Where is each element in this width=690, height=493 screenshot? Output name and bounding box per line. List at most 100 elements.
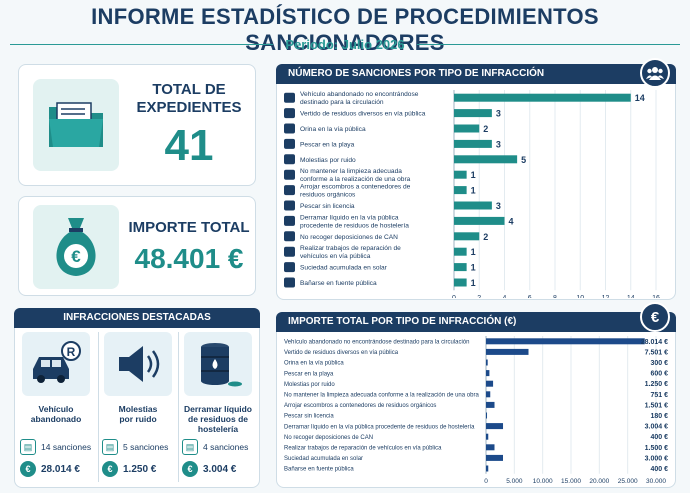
category-icon [284, 169, 295, 180]
category-label: Arrojar escombros a contenedores de resi… [284, 403, 436, 409]
folder-icon [33, 79, 119, 171]
data-label: 3.000 € [645, 455, 668, 462]
featured-amount-text: 28.014 € [41, 463, 80, 475]
data-label: 3 [496, 139, 501, 149]
data-label: 1.500 € [645, 445, 668, 452]
data-label: 1 [471, 263, 476, 273]
speaker-icon [104, 332, 172, 396]
bar [454, 170, 467, 179]
x-tick-label: 2 [477, 295, 481, 298]
x-tick-label: 6 [528, 295, 532, 298]
bar [486, 359, 488, 366]
category-label: Pescar sin licencia [284, 414, 334, 420]
category-label: Realizar trabajos de reparación de vehíc… [284, 446, 442, 452]
category-label: Vehículo abandonado no encontrándose des… [284, 340, 469, 346]
data-label: 400 € [650, 434, 668, 441]
data-label: 14 [635, 93, 645, 103]
category-icon [284, 262, 295, 273]
category-label: No recoger deposiciones de CAN [300, 234, 398, 241]
featured-name-line1: Vehículo [38, 404, 74, 414]
bar [454, 278, 467, 287]
category-icon [284, 246, 295, 257]
data-label: 400 € [650, 466, 668, 473]
category-label: Pescar en la playa [300, 141, 355, 148]
featured-count: ▤ 14 sanciones [20, 438, 96, 456]
category-label: Molestias por ruido [300, 157, 356, 164]
data-label: 1 [471, 247, 476, 257]
category-icon [284, 200, 295, 211]
featured-count: ▤ 4 sanciones [182, 438, 258, 456]
x-tick-label: 12 [602, 295, 610, 298]
data-label: 1 [471, 186, 476, 196]
data-label: 600 € [650, 371, 668, 378]
x-tick-label: 8 [553, 295, 557, 298]
svg-text:€: € [71, 247, 81, 266]
bar [454, 93, 631, 102]
bar [486, 338, 645, 345]
category-icon [284, 277, 295, 288]
data-label: 2 [483, 124, 488, 134]
x-tick-label: 16 [652, 295, 660, 298]
bar [486, 348, 529, 355]
data-label: 3 [496, 201, 501, 211]
category-icon [284, 231, 295, 242]
x-tick-label: 0 [484, 478, 488, 485]
x-tick-label: 25.000 [618, 478, 638, 485]
x-tick-label: 10 [576, 295, 584, 298]
category-label: Derramar líquido en la vía pública proce… [284, 424, 475, 430]
category-label: procedente de residuos de hostelería [300, 222, 409, 229]
money-bag-icon: € [33, 205, 119, 289]
calendar-icon: ▤ [102, 439, 118, 455]
data-label: 4 [509, 216, 514, 226]
x-tick-label: 4 [503, 295, 507, 298]
data-label: 1.250 € [645, 381, 668, 388]
euro-badge-icon: € [640, 302, 670, 332]
data-label: 751 € [650, 392, 668, 399]
data-label: 3 [496, 109, 501, 119]
x-tick-label: 30.000 [646, 478, 666, 485]
featured-item-ruido: Molestias por ruido ▤ 5 sanciones €1.250 … [100, 328, 176, 484]
featured-item-vehiculo: R Vehículo abandonado ▤ 14 sanciones €28.… [18, 328, 94, 484]
bar [454, 124, 480, 133]
divider [10, 43, 274, 45]
amount-label: IMPORTE TOTAL [128, 219, 250, 236]
bar [486, 380, 494, 387]
category-label: Vertido de residuos diversos en vía públ… [284, 350, 399, 356]
amount-value: 48.401 € [134, 243, 244, 274]
category-label: residuos orgánicos [300, 192, 356, 199]
category-icon [284, 154, 295, 165]
euro-icon: € [182, 461, 198, 477]
calendar-icon: ▤ [182, 439, 198, 455]
data-label: 1.501 € [645, 402, 668, 409]
category-icon [284, 185, 295, 196]
category-icon [284, 215, 295, 226]
featured-name-line1: Derramar líquido [183, 404, 253, 414]
featured-amount: €1.250 € [102, 460, 178, 478]
bar [454, 247, 467, 256]
bar [454, 155, 518, 164]
category-label: Vehículo abandonado no encontrándose [300, 91, 419, 98]
page-title: INFORME ESTADÍSTICO DE PROCEDIMIENTOS SA… [91, 4, 599, 55]
category-label: Arrojar escombros a contenedores de [300, 184, 411, 191]
data-label: 7.501 € [645, 349, 668, 356]
featured-count-text: 5 sanciones [123, 442, 169, 452]
data-label: 1 [471, 278, 476, 288]
category-label: Bañarse en fuente pública [300, 280, 377, 287]
data-label: 2 [483, 232, 488, 242]
total-label-line2: EXPEDIENTES [136, 99, 242, 116]
category-label: vehículos en vía pública [300, 253, 371, 260]
x-tick-label: 20.000 [589, 478, 609, 485]
category-icon [284, 123, 295, 134]
featured-title: INFRACCIONES DESTACADAS [14, 308, 260, 328]
bar [486, 423, 504, 430]
bar [454, 263, 467, 272]
featured-name-line2: abandonado [30, 414, 82, 424]
featured-name-line2: por ruido [119, 414, 157, 424]
bar [486, 465, 489, 472]
category-label: Suciedad acumulada en solar [300, 265, 388, 272]
svg-text:R: R [67, 345, 76, 359]
featured-count: ▤ 5 sanciones [102, 438, 178, 456]
period-row: Periodo: Julio 2026 [10, 34, 681, 54]
data-label: 1 [471, 170, 476, 180]
chart2-title: IMPORTE TOTAL POR TIPO DE INFRACCIÓN (€) [276, 312, 676, 332]
